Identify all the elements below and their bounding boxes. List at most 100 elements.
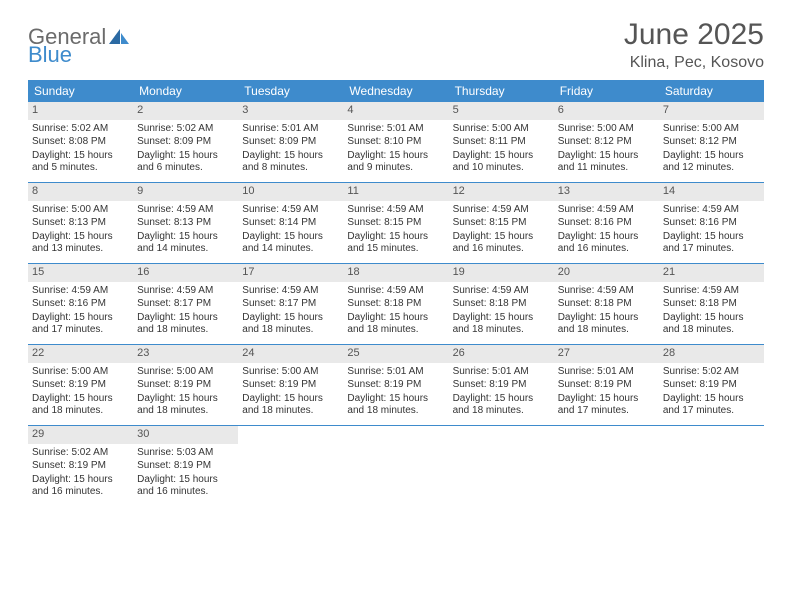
- day-number: 7: [659, 102, 764, 120]
- daylight-text: Daylight: 15 hours and 18 minutes.: [32, 393, 129, 418]
- sunset-text: Sunset: 8:19 PM: [32, 460, 129, 473]
- sunset-text: Sunset: 8:16 PM: [663, 217, 760, 230]
- day-cell: 19Sunrise: 4:59 AMSunset: 8:18 PMDayligh…: [449, 264, 554, 344]
- daylight-text: Daylight: 15 hours and 11 minutes.: [558, 150, 655, 175]
- day-cell: [238, 426, 343, 506]
- sunset-text: Sunset: 8:19 PM: [347, 379, 444, 392]
- daylight-text: Daylight: 15 hours and 14 minutes.: [242, 231, 339, 256]
- month-title: June 2025: [624, 18, 764, 52]
- sunset-text: Sunset: 8:13 PM: [32, 217, 129, 230]
- sunset-text: Sunset: 8:19 PM: [137, 460, 234, 473]
- logo-text-blue: Blue: [28, 42, 72, 68]
- daylight-text: Daylight: 15 hours and 18 minutes.: [242, 393, 339, 418]
- day-cell: 22Sunrise: 5:00 AMSunset: 8:19 PMDayligh…: [28, 345, 133, 425]
- sunset-text: Sunset: 8:15 PM: [453, 217, 550, 230]
- day-number: 25: [343, 345, 448, 363]
- day-cell: 27Sunrise: 5:01 AMSunset: 8:19 PMDayligh…: [554, 345, 659, 425]
- sunrise-text: Sunrise: 4:59 AM: [347, 285, 444, 298]
- day-cell: 20Sunrise: 4:59 AMSunset: 8:18 PMDayligh…: [554, 264, 659, 344]
- day-header: Sunday: [28, 80, 133, 102]
- day-number: 29: [28, 426, 133, 444]
- daylight-text: Daylight: 15 hours and 6 minutes.: [137, 150, 234, 175]
- sunrise-text: Sunrise: 5:01 AM: [242, 123, 339, 136]
- day-number: 22: [28, 345, 133, 363]
- sunrise-text: Sunrise: 4:59 AM: [347, 204, 444, 217]
- sunrise-text: Sunrise: 5:02 AM: [137, 123, 234, 136]
- sunrise-text: Sunrise: 5:00 AM: [453, 123, 550, 136]
- day-cell: 9Sunrise: 4:59 AMSunset: 8:13 PMDaylight…: [133, 183, 238, 263]
- sunrise-text: Sunrise: 4:59 AM: [32, 285, 129, 298]
- daylight-text: Daylight: 15 hours and 18 minutes.: [453, 312, 550, 337]
- sunrise-text: Sunrise: 5:01 AM: [453, 366, 550, 379]
- week-row: 22Sunrise: 5:00 AMSunset: 8:19 PMDayligh…: [28, 344, 764, 425]
- location: Klina, Pec, Kosovo: [624, 54, 764, 72]
- day-header: Saturday: [659, 80, 764, 102]
- day-header-row: SundayMondayTuesdayWednesdayThursdayFrid…: [28, 80, 764, 102]
- day-cell: [343, 426, 448, 506]
- daylight-text: Daylight: 15 hours and 16 minutes.: [558, 231, 655, 256]
- day-number: 11: [343, 183, 448, 201]
- sunset-text: Sunset: 8:18 PM: [453, 298, 550, 311]
- sunrise-text: Sunrise: 4:59 AM: [558, 204, 655, 217]
- day-cell: 23Sunrise: 5:00 AMSunset: 8:19 PMDayligh…: [133, 345, 238, 425]
- day-cell: [449, 426, 554, 506]
- day-number: 12: [449, 183, 554, 201]
- daylight-text: Daylight: 15 hours and 17 minutes.: [558, 393, 655, 418]
- day-cell: 5Sunrise: 5:00 AMSunset: 8:11 PMDaylight…: [449, 102, 554, 182]
- day-cell: 13Sunrise: 4:59 AMSunset: 8:16 PMDayligh…: [554, 183, 659, 263]
- daylight-text: Daylight: 15 hours and 16 minutes.: [32, 474, 129, 499]
- daylight-text: Daylight: 15 hours and 16 minutes.: [453, 231, 550, 256]
- sunset-text: Sunset: 8:19 PM: [558, 379, 655, 392]
- day-number: 2: [133, 102, 238, 120]
- sunrise-text: Sunrise: 4:59 AM: [558, 285, 655, 298]
- day-number: 20: [554, 264, 659, 282]
- day-cell: 3Sunrise: 5:01 AMSunset: 8:09 PMDaylight…: [238, 102, 343, 182]
- sunset-text: Sunset: 8:12 PM: [558, 136, 655, 149]
- day-number: 24: [238, 345, 343, 363]
- week-row: 8Sunrise: 5:00 AMSunset: 8:13 PMDaylight…: [28, 182, 764, 263]
- day-header: Monday: [133, 80, 238, 102]
- day-cell: 12 Sunrise: 4:59 AMSunset: 8:15 PMDayligh…: [449, 183, 554, 263]
- day-number: 18: [343, 264, 448, 282]
- day-number: 6: [554, 102, 659, 120]
- week-row: 1Sunrise: 5:02 AMSunset: 8:08 PMDaylight…: [28, 102, 764, 182]
- sunrise-text: Sunrise: 4:59 AM: [242, 204, 339, 217]
- daylight-text: Daylight: 15 hours and 13 minutes.: [32, 231, 129, 256]
- daylight-text: Daylight: 15 hours and 18 minutes.: [137, 393, 234, 418]
- day-header: Tuesday: [238, 80, 343, 102]
- day-number: 23: [133, 345, 238, 363]
- daylight-text: Daylight: 15 hours and 17 minutes.: [32, 312, 129, 337]
- day-cell: [554, 426, 659, 506]
- sunset-text: Sunset: 8:17 PM: [137, 298, 234, 311]
- sunset-text: Sunset: 8:16 PM: [32, 298, 129, 311]
- daylight-text: Daylight: 15 hours and 9 minutes.: [347, 150, 444, 175]
- day-number: 21: [659, 264, 764, 282]
- day-number: 15: [28, 264, 133, 282]
- weeks-container: 1Sunrise: 5:02 AMSunset: 8:08 PMDaylight…: [28, 102, 764, 506]
- day-cell: 18Sunrise: 4:59 AMSunset: 8:18 PMDayligh…: [343, 264, 448, 344]
- day-number: 9: [133, 183, 238, 201]
- sunrise-text: Sunrise: 5:01 AM: [347, 123, 444, 136]
- week-row: 15Sunrise: 4:59 AMSunset: 8:16 PMDayligh…: [28, 263, 764, 344]
- sunset-text: Sunset: 8:18 PM: [663, 298, 760, 311]
- day-number: 26: [449, 345, 554, 363]
- sunset-text: Sunset: 8:15 PM: [347, 217, 444, 230]
- sunset-text: Sunset: 8:11 PM: [453, 136, 550, 149]
- day-cell: 16Sunrise: 4:59 AMSunset: 8:17 PMDayligh…: [133, 264, 238, 344]
- daylight-text: Daylight: 15 hours and 18 minutes.: [347, 312, 444, 337]
- sunrise-text: Sunrise: 4:59 AM: [453, 285, 550, 298]
- daylight-text: Daylight: 15 hours and 17 minutes.: [663, 231, 760, 256]
- day-cell: 1Sunrise: 5:02 AMSunset: 8:08 PMDaylight…: [28, 102, 133, 182]
- sunset-text: Sunset: 8:12 PM: [663, 136, 760, 149]
- day-number: 10: [238, 183, 343, 201]
- day-cell: 10Sunrise: 4:59 AMSunset: 8:14 PMDayligh…: [238, 183, 343, 263]
- sunrise-text: Sunrise: 4:59 AM: [453, 204, 550, 217]
- sunrise-text: Sunrise: 5:00 AM: [137, 366, 234, 379]
- sunset-text: Sunset: 8:17 PM: [242, 298, 339, 311]
- sunrise-text: Sunrise: 4:59 AM: [137, 285, 234, 298]
- sunset-text: Sunset: 8:19 PM: [663, 379, 760, 392]
- sunrise-text: Sunrise: 5:00 AM: [32, 204, 129, 217]
- sunrise-text: Sunrise: 4:59 AM: [137, 204, 234, 217]
- day-number: 4: [343, 102, 448, 120]
- day-header: Wednesday: [343, 80, 448, 102]
